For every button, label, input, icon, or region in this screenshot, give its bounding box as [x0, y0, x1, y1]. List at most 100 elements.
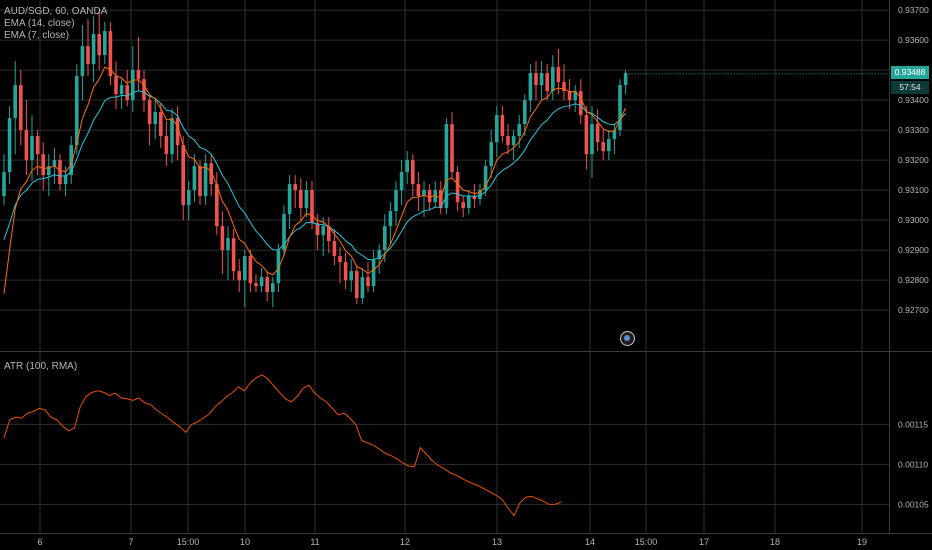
- candle-body: [383, 226, 387, 251]
- candle-body: [103, 31, 107, 56]
- candle-body: [612, 130, 617, 140]
- globe-icon[interactable]: [620, 331, 635, 346]
- candle-body: [489, 142, 493, 167]
- time-tick-label: 7: [128, 537, 133, 547]
- candle-body: [315, 223, 320, 236]
- time-tick-label: 6: [37, 537, 42, 547]
- candle-body: [108, 31, 113, 77]
- price-tick-label: 0.93600: [898, 35, 929, 45]
- candle-body: [405, 160, 409, 173]
- candle-body: [2, 172, 6, 197]
- candle-body: [450, 124, 454, 173]
- candle-body: [338, 256, 342, 263]
- candle-body: [467, 196, 471, 209]
- candle-body: [349, 271, 353, 281]
- candle-body: [517, 124, 521, 137]
- atr-legend-title[interactable]: ATR (100, RMA): [4, 361, 78, 372]
- candle-body: [91, 34, 96, 65]
- candle-body: [86, 46, 90, 65]
- candle-body: [147, 100, 152, 125]
- price-pane[interactable]: [2, 10, 889, 308]
- candle-body: [433, 190, 437, 203]
- atr-axis[interactable]: 0.00115 0.00110 0.00105: [898, 419, 929, 509]
- candle-body: [192, 166, 197, 191]
- price-tick-label: 0.92900: [898, 245, 929, 255]
- candle-body: [69, 145, 73, 176]
- candle-body: [259, 277, 264, 287]
- time-axis[interactable]: 6 7 15:00 10 11 12 13 14 15:00 17 18 19: [0, 533, 932, 548]
- candle-body: [539, 73, 544, 86]
- symbol-title[interactable]: AUD/SGD, 60, OANDA: [4, 6, 108, 17]
- time-tick-label: 15:00: [635, 537, 658, 547]
- candle-body: [58, 160, 62, 185]
- candle-body: [142, 79, 146, 101]
- candle-body: [136, 70, 141, 80]
- candle-body: [187, 190, 191, 206]
- candle-body: [276, 250, 281, 284]
- candlestick-series: [2, 10, 628, 308]
- candle-body: [287, 184, 292, 215]
- candle-body: [63, 175, 68, 185]
- candle-body: [170, 118, 174, 155]
- candle-body: [119, 85, 124, 95]
- price-tick-label: 0.93100: [898, 185, 929, 195]
- candle-body: [355, 271, 359, 299]
- ema-14-legend[interactable]: EMA (14, close): [4, 18, 75, 29]
- candle-body: [47, 166, 51, 176]
- candle-body: [523, 100, 527, 125]
- candle-body: [556, 67, 561, 83]
- price-axis[interactable]: 0.93700 0.93600 0.93400 0.93300 0.93200 0.931…: [898, 5, 929, 315]
- candle-body: [203, 163, 208, 197]
- candle-body: [97, 34, 101, 56]
- time-tick-label: 10: [240, 537, 250, 547]
- candle-body: [175, 118, 180, 146]
- candle-body: [299, 190, 303, 209]
- candle-body: [332, 241, 337, 257]
- candle-body: [500, 115, 505, 137]
- time-tick-label: 18: [770, 537, 780, 547]
- time-tick-label: 15:00: [177, 537, 200, 547]
- candle-body: [226, 238, 230, 251]
- candle-body: [388, 211, 393, 227]
- candle-body: [243, 256, 247, 281]
- candle-body: [114, 76, 118, 95]
- candle-body: [248, 256, 253, 284]
- time-tick-label: 19: [857, 537, 867, 547]
- atr-legend: ATR (100, RMA): [4, 361, 77, 373]
- candle-body: [282, 214, 286, 251]
- last-price-label: 0.93488: [891, 66, 929, 79]
- candle-body: [30, 136, 34, 161]
- candle-body: [52, 160, 57, 167]
- candle-body: [573, 91, 577, 101]
- candle-body: [131, 70, 135, 101]
- candle-body: [623, 73, 628, 86]
- candle-body: [579, 91, 583, 116]
- candle-body: [399, 172, 404, 191]
- ema-7-legend[interactable]: EMA (7, close): [4, 30, 70, 41]
- candle-body: [444, 124, 449, 209]
- candle-body: [265, 277, 269, 293]
- candle-body: [377, 250, 381, 260]
- candle-body: [511, 136, 516, 146]
- candle-body: [35, 136, 40, 155]
- candle-body: [416, 184, 421, 197]
- price-tick-label: 0.93200: [898, 155, 929, 165]
- atr-tick-label: 0.00115: [898, 419, 928, 429]
- candle-body: [310, 190, 314, 224]
- ema-7-line: [3, 66, 627, 294]
- candle-body: [551, 67, 555, 92]
- candle-body: [495, 115, 499, 143]
- price-tick-label: 0.93300: [898, 125, 929, 135]
- price-tick-label: 0.93400: [898, 95, 929, 105]
- atr-pane[interactable]: [3, 374, 562, 517]
- candle-body: [321, 226, 325, 236]
- candle-body: [545, 73, 549, 92]
- candle-body: [422, 190, 426, 197]
- candle-body: [198, 166, 202, 197]
- candle-body: [41, 154, 45, 176]
- candle-body: [427, 190, 432, 203]
- candle-body: [590, 124, 594, 155]
- candle-body: [472, 196, 477, 200]
